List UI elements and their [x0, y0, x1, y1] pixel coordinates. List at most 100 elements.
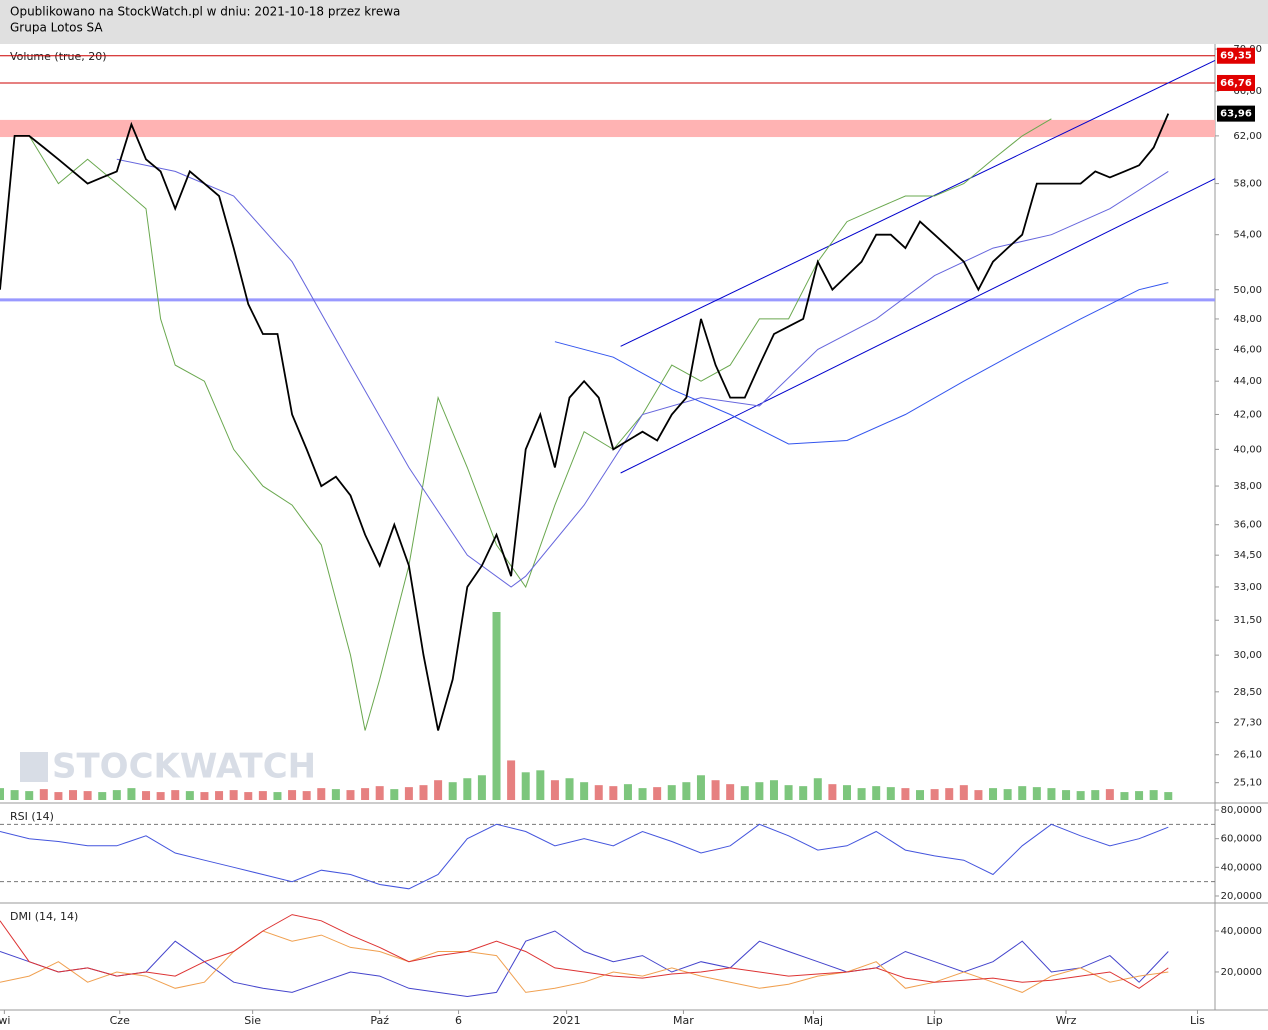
volume-bar — [1062, 790, 1071, 800]
volume-bar — [215, 791, 224, 800]
volume-bar — [0, 788, 4, 800]
volume-bar — [98, 792, 107, 800]
y-tick-label: 34,50 — [1233, 550, 1262, 561]
volume-bar — [244, 792, 253, 800]
header-title: Grupa Lotos SA — [10, 21, 103, 35]
volume-bar — [492, 612, 501, 800]
volume-bar — [813, 778, 822, 800]
volume-bar — [696, 775, 705, 800]
y-tick-label: 54,00 — [1233, 230, 1262, 241]
trend-channel — [620, 178, 1216, 474]
y-tick-label: 44,00 — [1233, 376, 1262, 387]
volume-bar — [507, 760, 516, 800]
volume-bar — [1149, 790, 1158, 800]
volume-bar — [667, 785, 676, 800]
volume-bar — [477, 775, 486, 800]
volume-bar — [1120, 792, 1129, 800]
y-tick-label: 80,0000 — [1221, 805, 1262, 816]
volume-bar — [112, 790, 121, 800]
y-tick-label: 27,30 — [1233, 718, 1262, 729]
volume-bar — [1105, 789, 1114, 800]
volume-bar — [653, 787, 662, 800]
panel-title: Volume (true, 20) — [10, 50, 107, 63]
volume-bar — [375, 786, 384, 800]
volume-bar — [54, 792, 63, 800]
volume-bar — [434, 780, 443, 800]
series-line — [554, 282, 1169, 445]
volume-bar — [185, 791, 194, 800]
panel-title: DMI (14, 14) — [10, 910, 78, 923]
volume-bar — [1091, 790, 1100, 800]
volume-bar — [419, 785, 428, 800]
volume-bar — [916, 790, 925, 800]
y-tick-label: 48,00 — [1233, 314, 1262, 325]
volume-bar — [1018, 786, 1027, 800]
volume-bar — [39, 789, 48, 800]
volume-bar — [828, 784, 837, 800]
volume-bar — [83, 791, 92, 800]
x-tick-label: Cze — [110, 1014, 130, 1027]
volume-bar — [769, 780, 778, 800]
volume-bar — [463, 778, 472, 800]
y-tick-label: 62,00 — [1233, 131, 1262, 142]
y-tick-label: 42,00 — [1233, 409, 1262, 420]
volume-bar — [755, 782, 764, 800]
price-label: 63,96 — [1220, 109, 1252, 120]
price-label-box — [1217, 47, 1255, 64]
volume-bar — [1047, 788, 1056, 800]
volume-bar — [974, 790, 983, 800]
header-line: Opublikowano na StockWatch.pl w dniu: 20… — [10, 5, 400, 19]
series-line — [28, 118, 1052, 731]
volume-bar — [317, 788, 326, 800]
y-tick-label: 60,0000 — [1221, 834, 1262, 845]
volume-bar — [346, 790, 355, 800]
series-line — [0, 930, 1169, 993]
y-tick-label: 66,00 — [1233, 86, 1262, 97]
panel-title: RSI (14) — [10, 810, 54, 823]
volume-bar — [1135, 791, 1144, 800]
volume-bar — [229, 790, 238, 800]
x-tick-label: wi — [0, 1014, 10, 1027]
x-tick-label: Paź — [370, 1014, 389, 1027]
x-tick-label: 6 — [455, 1014, 462, 1027]
price-label: 69,35 — [1220, 51, 1252, 62]
volume-bar — [200, 792, 209, 800]
volume-bar — [726, 784, 735, 800]
y-tick-label: 20,0000 — [1221, 967, 1262, 978]
volume-bar — [1164, 792, 1173, 800]
y-tick-label: 33,00 — [1233, 582, 1262, 593]
series-line — [0, 823, 1169, 890]
x-tick-label: Mar — [673, 1014, 694, 1027]
volume-bar — [156, 792, 165, 800]
series-line — [0, 930, 1169, 998]
volume-bar — [521, 772, 530, 800]
volume-bar — [171, 790, 180, 800]
y-tick-label: 36,00 — [1233, 520, 1262, 531]
volume-bar — [390, 789, 399, 800]
volume-bar — [1076, 791, 1085, 800]
volume-bar — [857, 788, 866, 800]
price-label-box — [1217, 105, 1255, 122]
series-line — [0, 914, 1169, 989]
volume-bar — [565, 778, 574, 800]
volume-bar — [288, 790, 297, 800]
volume-bar — [69, 790, 78, 800]
volume-bar — [10, 790, 19, 800]
volume-bar — [448, 782, 457, 800]
volume-bar — [302, 791, 311, 800]
volume-bar — [784, 785, 793, 800]
watermark: STOCKWATCH — [52, 747, 316, 787]
volume-bar — [404, 787, 413, 800]
volume-bar — [580, 782, 589, 800]
volume-bar — [623, 784, 632, 800]
volume-bar — [550, 780, 559, 800]
volume-bar — [25, 791, 34, 800]
y-tick-label: 50,00 — [1233, 285, 1262, 296]
y-tick-label: 26,10 — [1233, 750, 1262, 761]
volume-bar — [273, 792, 282, 800]
y-tick-label: 31,50 — [1233, 615, 1262, 626]
volume-bar — [536, 770, 545, 800]
volume-bar — [799, 786, 808, 800]
series-line — [116, 158, 1169, 588]
